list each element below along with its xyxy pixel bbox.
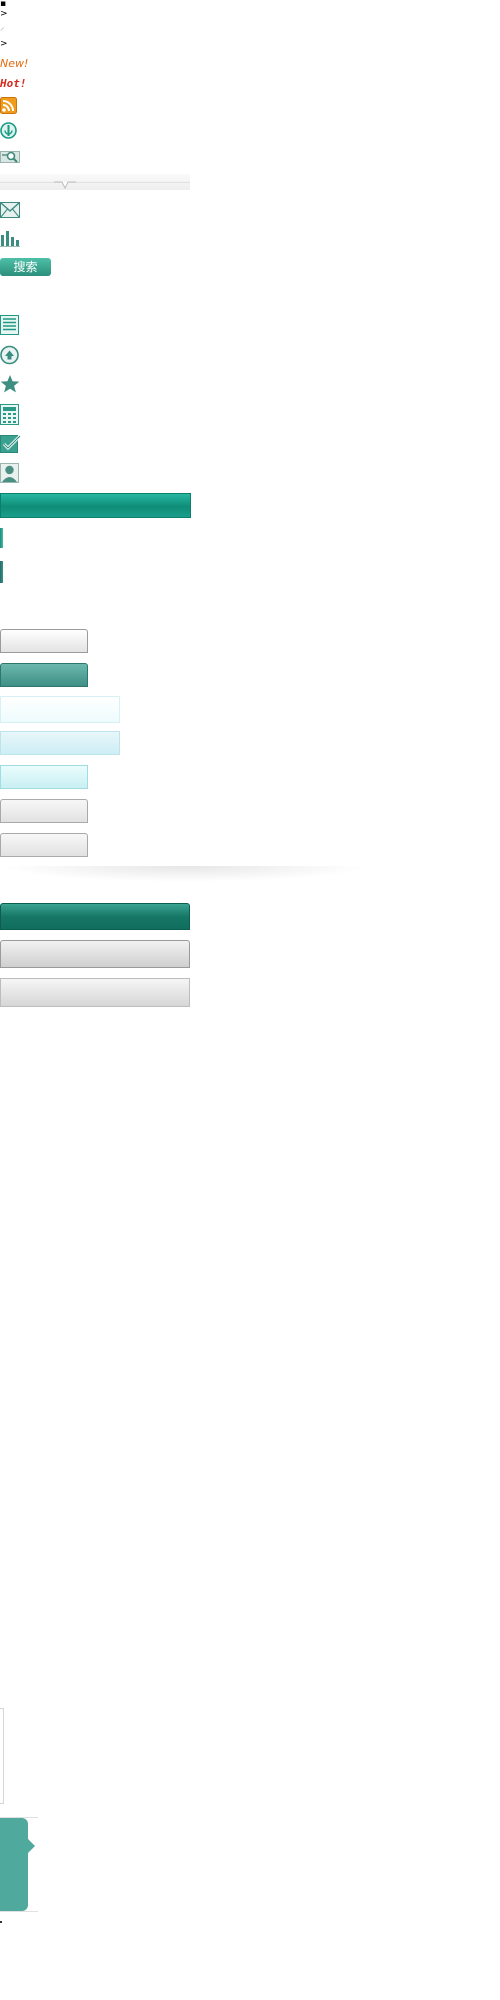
input-field-cyan[interactable] <box>0 765 88 789</box>
tooltip-box <box>0 1817 38 1912</box>
long-teal-button[interactable] <box>0 903 190 930</box>
mail-icon <box>0 202 20 222</box>
input-field-blue[interactable] <box>0 731 120 755</box>
arrow-glyph: > <box>0 9 8 19</box>
check-icon <box>0 434 22 458</box>
hot-badge: Hot! <box>0 77 27 90</box>
vertical-tab-marker-2 <box>0 561 3 583</box>
star-icon <box>0 374 20 398</box>
strip-line <box>0 182 190 183</box>
vertical-tab-marker-1 <box>0 528 3 548</box>
grey-button-3[interactable] <box>0 833 88 857</box>
long-grey-button[interactable] <box>0 940 190 968</box>
arrow-glyph-2: > <box>0 39 8 49</box>
panel-edge <box>0 1708 4 1804</box>
input-field-light[interactable] <box>0 696 120 723</box>
circle-info-icon <box>0 122 17 143</box>
user-icon <box>0 463 20 487</box>
bullet-glyph: ▪ <box>0 0 7 9</box>
chevron-down-icon <box>54 181 76 189</box>
dropdown-strip[interactable] <box>0 174 190 190</box>
grey-button[interactable] <box>0 629 88 653</box>
tooltip-body <box>0 1818 28 1911</box>
progress-bar-teal <box>0 493 191 518</box>
list-icon <box>0 315 20 339</box>
rss-icon <box>0 97 17 118</box>
new-badge: New! <box>0 57 29 70</box>
dot-marker <box>0 1921 2 1923</box>
search-tag-icon <box>0 148 20 169</box>
bar-chart-icon <box>0 230 20 251</box>
grey-button-2[interactable] <box>0 799 88 823</box>
tooltip-arrow <box>27 1838 35 1854</box>
separator-shadow <box>0 866 370 882</box>
teal-button[interactable] <box>0 663 88 687</box>
up-arrow-icon <box>0 345 20 369</box>
tick-glyph: ⸝ <box>0 23 5 33</box>
long-grey-button-2[interactable] <box>0 978 190 1007</box>
calculator-icon <box>0 404 20 429</box>
search-button[interactable]: 搜索 <box>0 258 51 276</box>
